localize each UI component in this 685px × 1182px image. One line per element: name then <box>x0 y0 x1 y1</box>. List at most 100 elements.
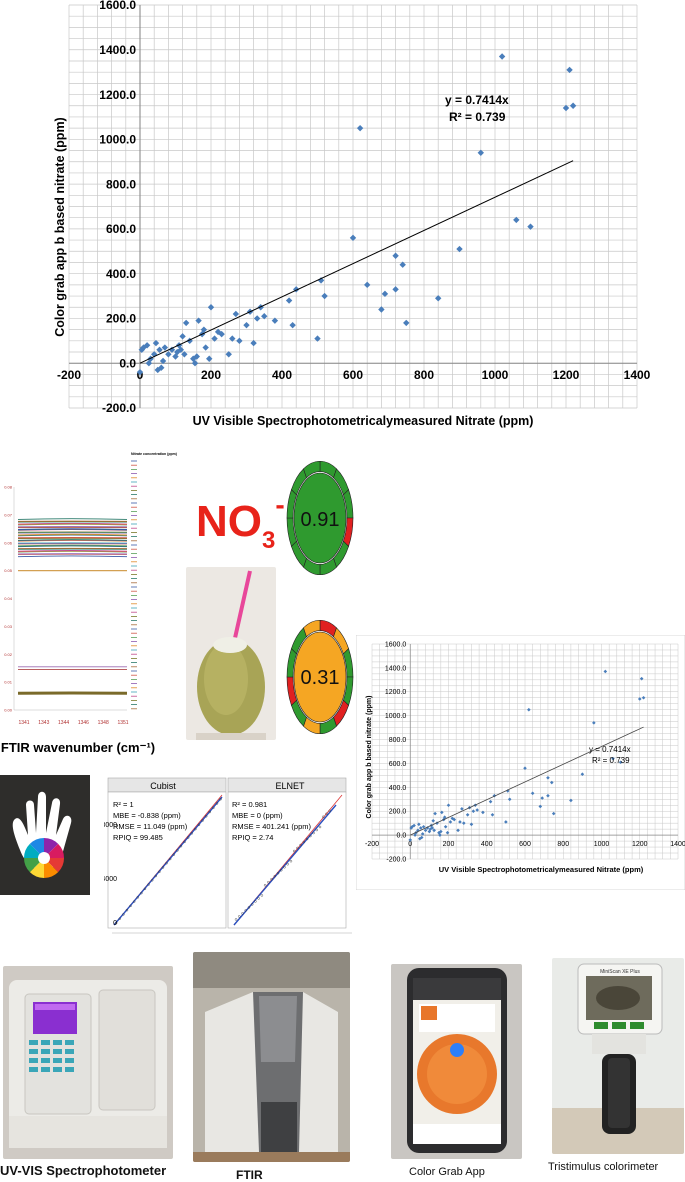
model-comparison-panels: Cubist ELNET R² = 1 MBE = -0.838 (ppm) R… <box>104 775 356 935</box>
data-point <box>639 676 644 681</box>
panel-data-point <box>244 909 247 912</box>
data-point <box>158 364 165 371</box>
color-wheel-icon <box>24 838 64 878</box>
panel-data-point <box>201 819 204 822</box>
x-tick-label: 1400 <box>624 368 651 382</box>
data-point <box>165 351 172 358</box>
y-tick-label: 600.0 <box>106 222 136 236</box>
panel-data-point <box>263 883 267 887</box>
secondary-r-squared-label: R² = 0.739 <box>592 756 630 765</box>
data-point <box>232 310 240 318</box>
panel-fit-line <box>113 796 223 926</box>
data-point <box>431 818 435 823</box>
data-point <box>378 306 385 313</box>
panel-data-point <box>140 891 143 895</box>
y-axis-label: Color grab app b based nitrate (ppm) <box>53 117 67 336</box>
ftir-x-label: FTIR wavenumber (cm⁻¹) <box>1 740 155 755</box>
panel-data-point <box>118 917 121 920</box>
panel-data-point <box>179 844 183 848</box>
main-chart-grid <box>68 4 638 409</box>
panel-data-point <box>208 810 211 814</box>
panel-data-point <box>325 812 328 815</box>
data-point <box>546 775 550 780</box>
panel-data-point <box>234 918 238 921</box>
gauge-segment <box>303 460 321 479</box>
ftir-x-tick: 1341 <box>18 720 29 726</box>
panel-data-point <box>247 906 251 909</box>
data-point <box>527 707 531 712</box>
data-point <box>412 823 416 828</box>
gauge-low-value: 0.31 <box>301 667 340 689</box>
data-point <box>527 223 534 230</box>
data-point <box>193 353 200 360</box>
panel-data-point <box>161 866 165 869</box>
y-tick-label: 1400.0 <box>99 43 136 57</box>
data-point <box>462 821 466 825</box>
data-point <box>562 104 570 112</box>
cubist-title: Cubist <box>150 781 176 791</box>
no3-sup: - <box>275 489 285 520</box>
panel-data-point <box>254 900 257 903</box>
gauge-high: 0.91 <box>286 460 354 576</box>
ftir-x-tick: 1346 <box>78 720 89 726</box>
y-tick-label: 1200.0 <box>99 88 136 102</box>
elnet-stat-rmse: RMSE = 401.241 (ppm) <box>232 822 311 831</box>
secondary-x-axis-label: UV Visible Spectrophotometricalymeasured… <box>439 865 644 874</box>
ftir-instrument-photo <box>193 952 350 1162</box>
x-tick-label: 1000 <box>594 841 610 848</box>
data-point <box>450 816 455 821</box>
data-point <box>445 830 450 835</box>
elnet-stat-mbe: MBE = 0 (ppm) <box>232 811 283 820</box>
panel-data-point <box>168 857 172 861</box>
data-point <box>364 281 371 289</box>
y-tick-label: 400.0 <box>389 785 407 792</box>
data-point <box>592 721 596 725</box>
ftir-y-tick: 0.08 <box>4 485 13 490</box>
panel-data-point <box>322 815 325 818</box>
data-point <box>460 807 464 811</box>
x-tick-label: -200 <box>365 841 379 848</box>
data-point <box>182 319 190 327</box>
elnet-stat-r2: R² = 0.981 <box>232 800 267 809</box>
panel-data-point <box>154 874 157 878</box>
panel-data-point <box>143 887 147 891</box>
panel-data-point <box>215 802 219 805</box>
color-wheel-segment <box>44 858 59 878</box>
data-point <box>430 826 435 830</box>
x-tick-label: 600 <box>519 841 531 848</box>
data-point <box>456 828 460 833</box>
panel-data-point <box>132 900 136 903</box>
panel-data-point <box>150 879 154 882</box>
x-tick-label: 600 <box>343 368 363 382</box>
gauge-low-center <box>293 631 347 723</box>
data-point <box>498 53 506 60</box>
data-point <box>440 810 444 815</box>
panel-data-point <box>129 904 132 908</box>
elnet-title: ELNET <box>275 781 305 791</box>
data-point <box>452 817 457 822</box>
data-point <box>314 335 321 342</box>
data-point <box>181 351 188 358</box>
panel-data-point <box>250 903 254 906</box>
data-point <box>229 335 236 342</box>
y-tick-label: 200.0 <box>106 312 136 326</box>
data-point <box>152 339 160 347</box>
ftir-x-ticks: 1341 1343 1344 1346 1348 1351 <box>18 720 128 726</box>
panel-data-point <box>309 834 312 838</box>
panel-data-point <box>260 894 264 897</box>
ftir-y-tick: 0.07 <box>4 512 13 517</box>
x-tick-label: 0 <box>408 841 412 848</box>
equation-label: y = 0.7414x <box>445 93 509 107</box>
gauge-segment <box>303 619 321 638</box>
x-tick-label: 1400 <box>670 841 685 848</box>
data-point <box>285 297 293 304</box>
data-point <box>456 245 463 253</box>
no3-base: NO <box>196 497 262 546</box>
coconut-top <box>213 637 247 653</box>
color-grab-logo <box>0 775 90 895</box>
x-tick-label: 1200 <box>553 368 580 382</box>
ftir-spectrum-line <box>17 555 128 558</box>
y-tick-label: 1600.0 <box>99 0 136 12</box>
data-point <box>569 102 577 109</box>
panel-data-point <box>296 846 299 850</box>
